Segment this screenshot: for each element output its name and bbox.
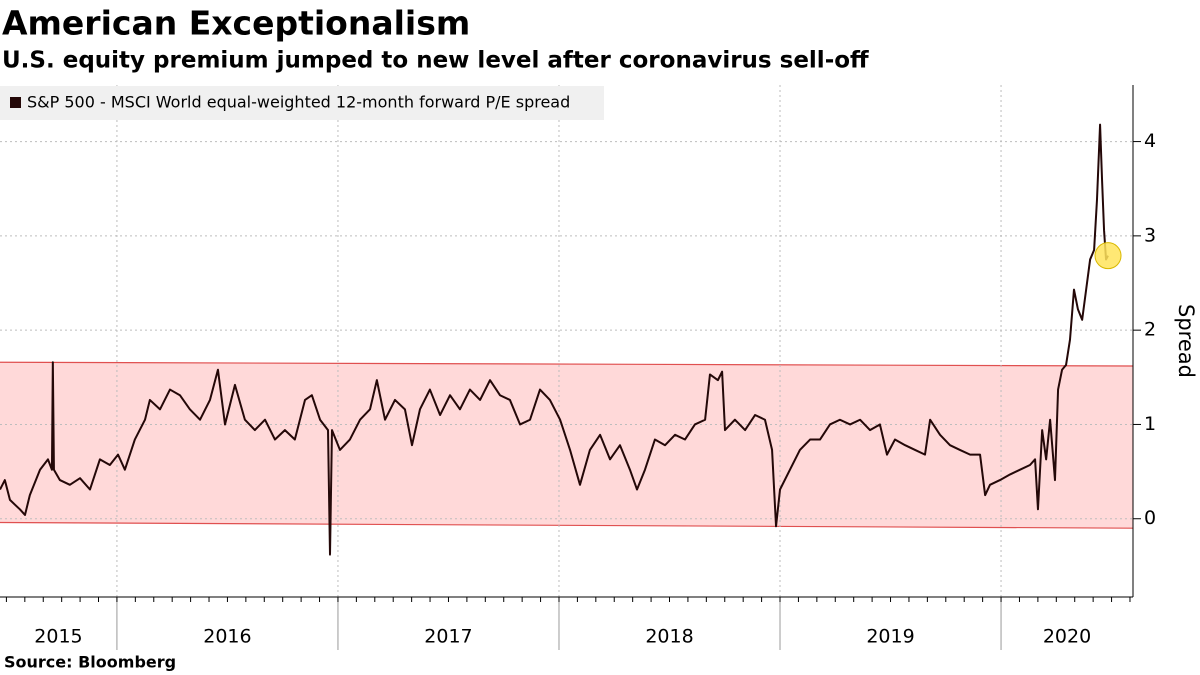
x-tick-label: 2018 — [645, 626, 693, 648]
legend-background — [0, 86, 604, 120]
legend-label: S&P 500 - MSCI World equal-weighted 12-m… — [27, 93, 570, 112]
y-tick-label: 1 — [1144, 413, 1156, 435]
band-upper-edge — [0, 361, 1134, 367]
x-tick-label: 2019 — [866, 626, 914, 648]
y-tick-label: 2 — [1144, 319, 1156, 341]
series-line — [0, 123, 1109, 556]
data-layer — [0, 123, 1122, 556]
band-area — [0, 362, 1133, 529]
legend-swatch — [10, 97, 21, 108]
y-tick-label: 0 — [1144, 507, 1156, 529]
band-lower-edge — [0, 521, 1134, 529]
chart-title: American Exceptionalism — [2, 4, 470, 43]
axis-layer: 0 1 2 3 4 2015 2016 2017 2018 2019 2020 — [0, 85, 1156, 650]
source: Source: Bloomberg — [4, 653, 176, 672]
chart-subtitle: U.S. equity premium jumped to new level … — [2, 48, 869, 74]
y-axis-title: Spread — [1174, 304, 1198, 378]
x-tick-label: 2020 — [1043, 626, 1091, 648]
y-tick-label: 3 — [1144, 224, 1156, 246]
grid-layer — [0, 85, 1133, 597]
y-tick-label: 4 — [1144, 130, 1156, 152]
highlight-point — [1094, 242, 1122, 270]
x-tick-label: 2015 — [34, 626, 82, 648]
x-tick-label: 2016 — [203, 626, 251, 648]
band-layer — [0, 361, 1134, 529]
x-tick-label: 2017 — [424, 626, 472, 648]
legend: S&P 500 - MSCI World equal-weighted 12-m… — [0, 86, 604, 120]
